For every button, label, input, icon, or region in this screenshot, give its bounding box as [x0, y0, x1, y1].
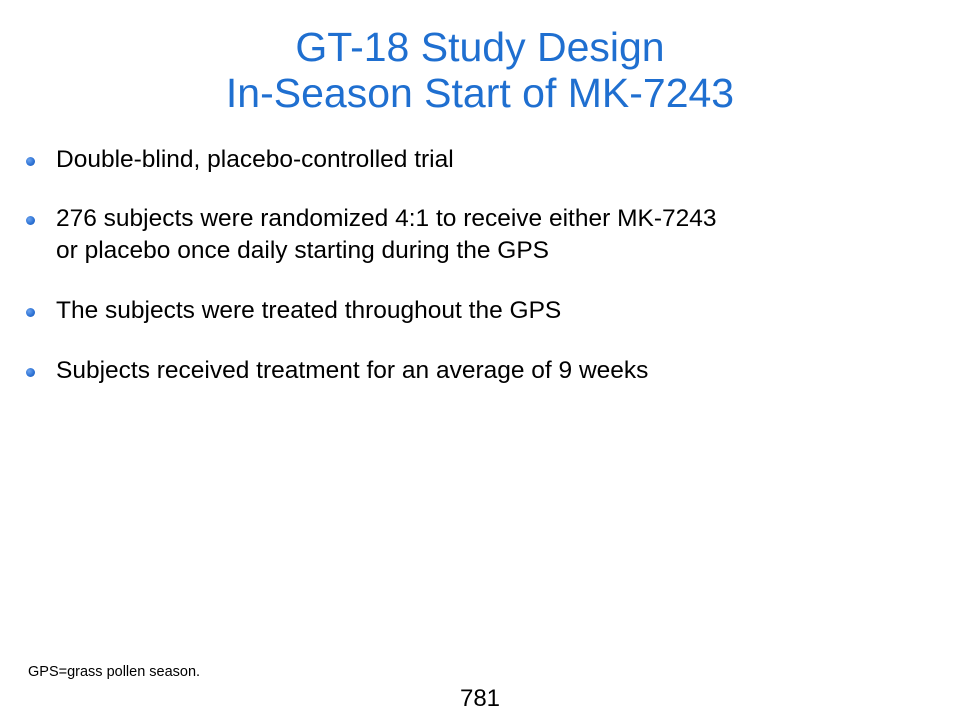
bullet-text-line: or placebo once daily starting during th… — [56, 237, 550, 264]
bullet-list: Double-blind, placebo-controlled trial 2… — [26, 144, 936, 415]
bullet-text-line: Double-blind, placebo-controlled trial — [56, 146, 454, 173]
bullet-item: Subjects received treatment for an avera… — [26, 355, 936, 387]
title-line-1: GT-18 Study Design — [295, 24, 665, 70]
bullet-text-line: 276 subjects were randomized 4:1 to rece… — [56, 205, 717, 232]
bullet-item: Double-blind, placebo-controlled trial — [26, 144, 936, 176]
bullet-dot-icon — [26, 157, 35, 166]
title-line-2: In-Season Start of MK-7243 — [225, 70, 735, 116]
bullet-dot-icon — [26, 216, 35, 225]
slide-title: GT-18 Study Design In-Season Start of MK… — [0, 24, 960, 116]
bullet-item: The subjects were treated throughout the… — [26, 295, 936, 327]
bullet-text-line: Subjects received treatment for an avera… — [56, 357, 649, 384]
bullet-text-line: The subjects were treated throughout the… — [56, 297, 562, 324]
bullet-dot-icon — [26, 368, 35, 377]
bullet-item: 276 subjects were randomized 4:1 to rece… — [26, 203, 936, 267]
bullet-dot-icon — [26, 308, 35, 317]
page-number: 781 — [459, 685, 501, 712]
footnote: GPS=grass pollen season. — [28, 664, 201, 680]
